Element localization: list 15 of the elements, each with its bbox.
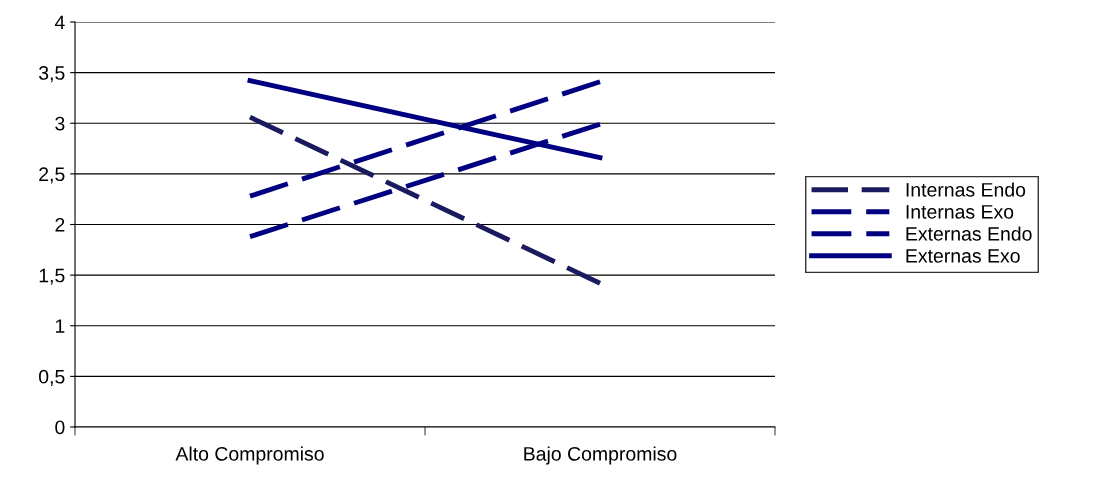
x-tick-label: Bajo Compromiso	[524, 446, 677, 465]
legend-label: Externas Exo	[906, 249, 1020, 263]
y-tick-label: 0	[55, 420, 65, 435]
y-tick-label: 3	[55, 116, 65, 131]
legend-label: Externas Endo	[906, 226, 1032, 241]
y-tick-label: 2	[55, 217, 65, 232]
x-tick-label: Alto Compromiso	[175, 446, 324, 465]
y-tick-label: 4	[54, 15, 65, 30]
legend-label: Internas Endo	[906, 182, 1026, 197]
y-tick-label: 3,5	[38, 66, 65, 83]
y-tick-label: 1	[55, 319, 65, 333]
y-tick-label: 2,5	[39, 167, 65, 184]
y-tick-label: 1,5	[39, 268, 65, 285]
y-tick-label: 0,5	[39, 369, 65, 386]
legend-label: Internas Exo	[906, 205, 1014, 219]
